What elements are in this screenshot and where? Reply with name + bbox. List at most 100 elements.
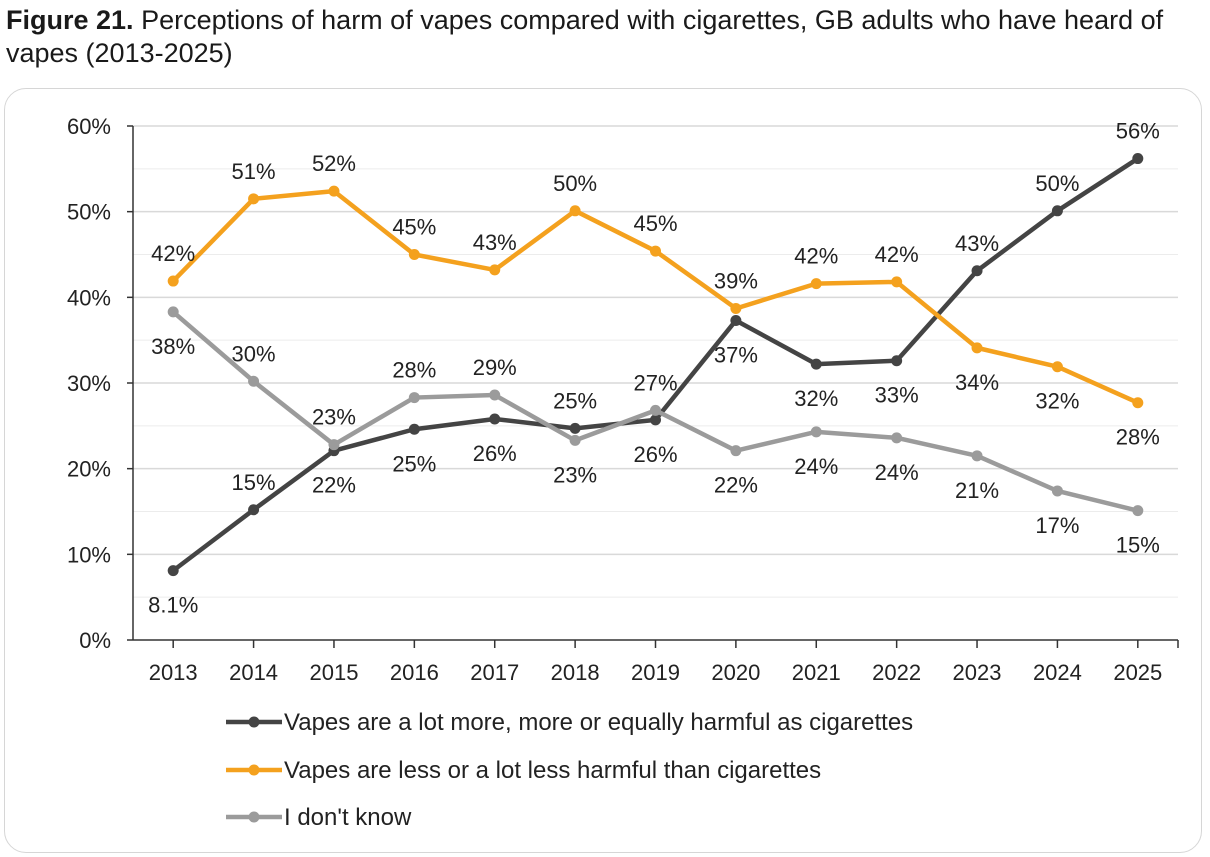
- y-tick-label: 30%: [67, 371, 111, 396]
- x-tick-label: 2024: [1033, 660, 1082, 685]
- data-point: [167, 565, 179, 577]
- data-label: 33%: [875, 383, 919, 408]
- y-tick-label: 60%: [67, 114, 111, 139]
- data-point: [1132, 505, 1144, 517]
- data-point: [891, 432, 903, 444]
- data-label: 24%: [794, 454, 838, 479]
- data-label: 30%: [232, 341, 276, 366]
- data-point: [569, 205, 581, 217]
- data-point: [650, 245, 661, 257]
- data-label: 22%: [714, 473, 758, 498]
- y-tick-label: 40%: [67, 285, 111, 310]
- data-label: 25%: [392, 451, 436, 476]
- data-label: 50%: [553, 171, 597, 196]
- x-tick-label: 2013: [149, 660, 198, 685]
- data-point: [248, 504, 260, 516]
- data-label: 26%: [633, 442, 677, 467]
- data-label: 25%: [553, 388, 597, 413]
- data-label: 42%: [794, 244, 838, 269]
- legend-swatch-marker: [248, 764, 260, 776]
- data-point: [489, 389, 501, 401]
- data-label: 15%: [232, 470, 276, 495]
- data-label: 43%: [955, 231, 999, 256]
- data-label: 28%: [1116, 425, 1160, 450]
- data-point: [971, 265, 983, 277]
- figure-number: Figure 21.: [6, 5, 134, 35]
- data-point: [730, 302, 742, 314]
- legend-entry: Vapes are a lot more, more or equally ha…: [284, 709, 913, 736]
- data-label: 34%: [955, 370, 999, 395]
- x-tick-label: 2019: [631, 660, 680, 685]
- x-tick-label: 2025: [1113, 660, 1162, 685]
- figure-caption: Perceptions of harm of vapes compared wi…: [6, 5, 1164, 68]
- y-tick-label: 20%: [67, 457, 111, 482]
- data-point: [1051, 361, 1063, 373]
- data-label: 23%: [312, 405, 356, 430]
- x-tick-label: 2018: [551, 660, 600, 685]
- data-point: [167, 306, 179, 318]
- data-label: 38%: [151, 334, 195, 359]
- data-label: 51%: [232, 159, 276, 184]
- data-point: [248, 193, 260, 205]
- data-point: [489, 413, 501, 425]
- data-point: [489, 264, 501, 276]
- data-label: 52%: [312, 151, 356, 176]
- data-label: 22%: [312, 473, 356, 498]
- data-label: 15%: [1116, 533, 1160, 558]
- legend-swatch-marker: [248, 716, 260, 728]
- data-label: 56%: [1116, 119, 1160, 144]
- y-tick-label: 10%: [67, 542, 111, 567]
- data-label: 37%: [714, 342, 758, 367]
- data-label: 32%: [1035, 389, 1079, 414]
- x-tick-label: 2015: [309, 660, 358, 685]
- chart-panel: [4, 88, 1202, 853]
- data-point: [730, 314, 742, 326]
- data-point: [1051, 485, 1063, 497]
- legend-entry: I don't know: [284, 804, 412, 831]
- data-point: [650, 404, 661, 416]
- x-tick-label: 2020: [711, 660, 760, 685]
- data-label: 42%: [875, 242, 919, 267]
- data-label: 45%: [392, 215, 436, 240]
- data-label: 32%: [794, 386, 838, 411]
- data-point: [891, 355, 903, 367]
- data-point: [730, 445, 742, 457]
- x-tick-label: 2021: [792, 660, 841, 685]
- data-point: [248, 375, 260, 387]
- data-point: [1051, 205, 1063, 217]
- data-point: [408, 423, 420, 435]
- legend-swatch-marker: [248, 811, 260, 823]
- x-tick-label: 2023: [953, 660, 1002, 685]
- data-label: 45%: [633, 211, 677, 236]
- data-point: [971, 342, 983, 354]
- data-point: [891, 276, 903, 288]
- x-tick-label: 2022: [872, 660, 921, 685]
- data-point: [328, 439, 340, 451]
- x-tick-label: 2014: [229, 660, 278, 685]
- data-point: [1132, 397, 1144, 409]
- data-label: 29%: [473, 355, 517, 380]
- data-label: 8.1%: [148, 593, 198, 618]
- data-point: [810, 358, 822, 370]
- y-tick-label: 50%: [67, 200, 111, 225]
- data-point: [167, 275, 179, 287]
- data-label: 17%: [1035, 513, 1079, 538]
- data-point: [328, 185, 340, 197]
- data-point: [810, 426, 822, 438]
- data-label: 28%: [392, 358, 436, 383]
- data-point: [971, 450, 983, 462]
- legend-entry: Vapes are less or a lot less harmful tha…: [284, 757, 821, 784]
- data-label: 24%: [875, 460, 919, 485]
- chart-title: Figure 21. Perceptions of harm of vapes …: [6, 4, 1186, 70]
- data-label: 42%: [151, 241, 195, 266]
- data-label: 23%: [553, 462, 597, 487]
- x-tick-label: 2017: [470, 660, 519, 685]
- data-point: [569, 422, 581, 434]
- data-label: 50%: [1035, 171, 1079, 196]
- data-point: [650, 414, 661, 426]
- x-tick-label: 2016: [390, 660, 439, 685]
- data-label: 26%: [473, 441, 517, 466]
- data-label: 27%: [633, 370, 677, 395]
- y-tick-label: 0%: [79, 628, 111, 653]
